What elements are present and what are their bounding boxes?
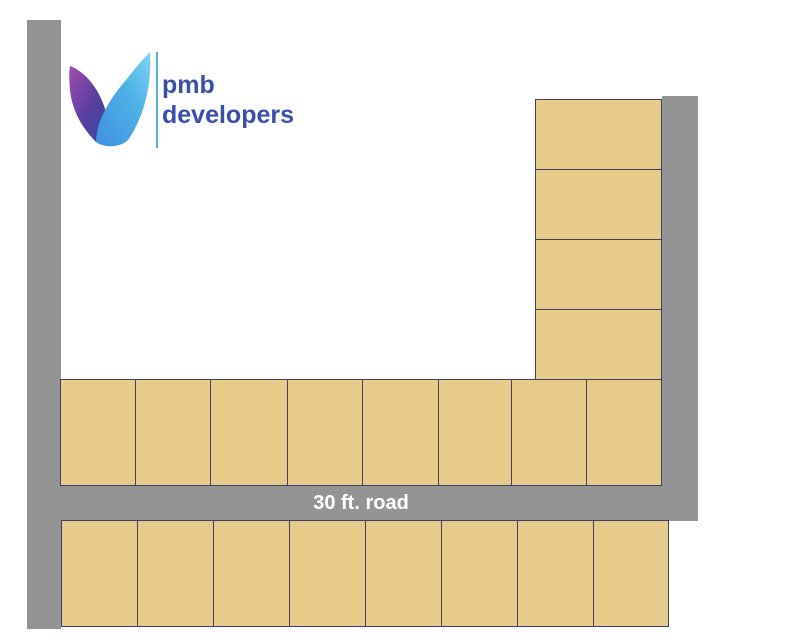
plot[interactable] (135, 379, 211, 486)
plot[interactable] (362, 379, 439, 486)
logo-text-line1: pmb (162, 71, 215, 99)
left-road (27, 20, 61, 629)
plot[interactable] (210, 379, 288, 486)
road-label: 30 ft. road (313, 491, 409, 514)
plot[interactable] (517, 520, 594, 627)
plot[interactable] (213, 520, 290, 627)
plot[interactable] (289, 520, 366, 627)
plot[interactable] (593, 520, 669, 627)
logo-divider (156, 52, 158, 148)
plot[interactable] (365, 520, 442, 627)
plot[interactable] (60, 379, 136, 486)
plot[interactable] (61, 520, 138, 627)
plot[interactable] (441, 520, 518, 627)
plot[interactable] (438, 379, 512, 486)
plot[interactable] (535, 169, 662, 240)
plot[interactable] (535, 309, 662, 380)
butterfly-logo-icon (69, 52, 151, 147)
logo-text-line2: developers (162, 101, 295, 129)
plot[interactable] (287, 379, 363, 486)
plot[interactable] (137, 520, 214, 627)
plot[interactable] (586, 379, 662, 486)
plot[interactable] (535, 99, 662, 170)
plot[interactable] (511, 379, 587, 486)
logo: pmb developers (66, 50, 306, 150)
main-road (27, 485, 698, 521)
right-road (662, 96, 698, 521)
plot[interactable] (535, 239, 662, 310)
